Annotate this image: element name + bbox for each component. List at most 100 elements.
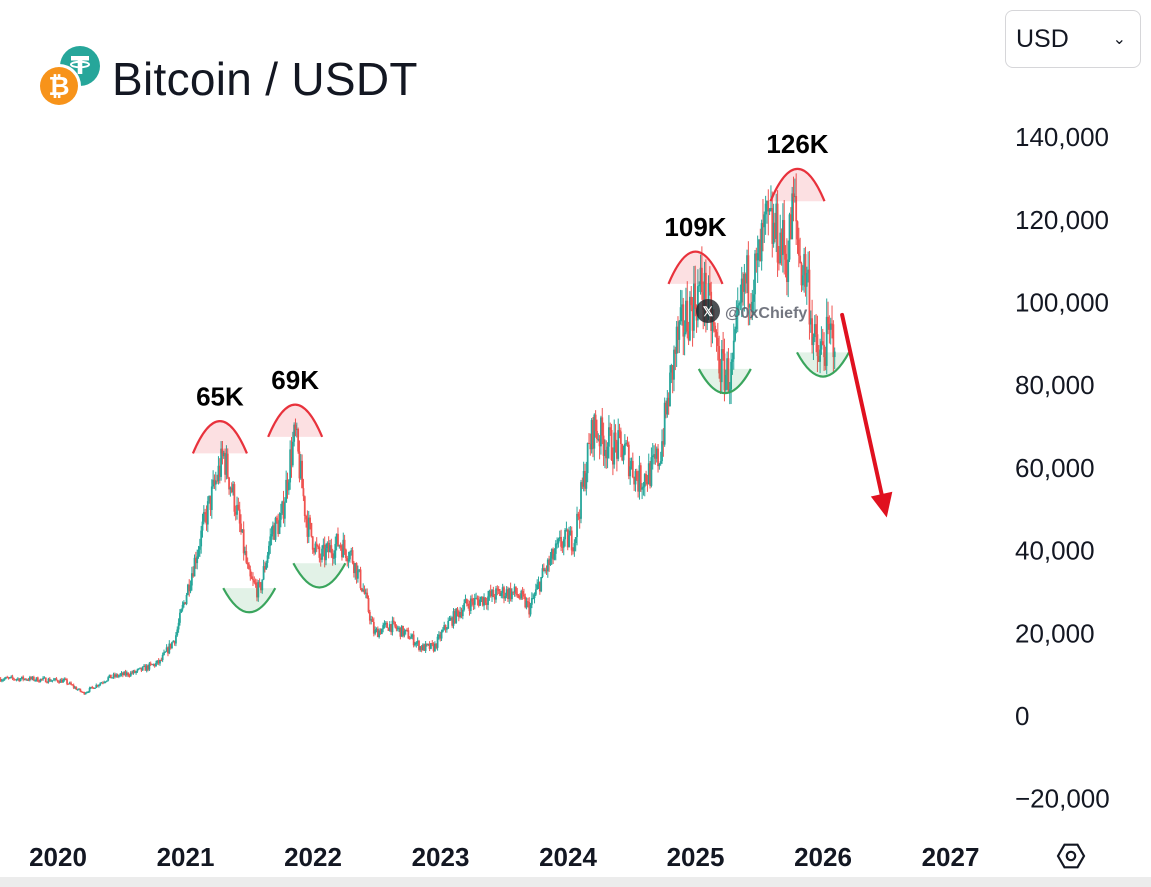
candle-body xyxy=(411,634,414,637)
candle-body xyxy=(569,530,572,536)
candle-body xyxy=(590,420,593,450)
candle-body xyxy=(151,664,153,666)
candle-body xyxy=(536,584,539,590)
candle-body xyxy=(759,239,762,262)
candle-body xyxy=(168,643,171,654)
candle-body xyxy=(704,272,707,316)
candle-body xyxy=(372,621,375,634)
candle-body xyxy=(129,672,132,676)
candle-body xyxy=(313,549,315,553)
candle-body xyxy=(271,525,274,534)
candle-body xyxy=(434,643,436,652)
currency-select[interactable]: USD ⌄ xyxy=(1005,10,1141,68)
candle-body xyxy=(699,267,702,286)
candle-body xyxy=(618,430,621,432)
candle-body xyxy=(50,680,52,682)
candle-body xyxy=(125,672,128,676)
candle-body xyxy=(298,451,301,479)
candle-body xyxy=(678,321,681,340)
candle-body xyxy=(485,602,488,605)
candle-body xyxy=(755,253,758,261)
candle-body xyxy=(351,550,354,563)
candle-body xyxy=(326,542,329,549)
candle-body xyxy=(224,452,226,475)
candle-body xyxy=(63,678,66,680)
candle-body xyxy=(651,455,654,458)
candle-body xyxy=(295,429,298,431)
candle-body xyxy=(457,611,460,618)
candle-body xyxy=(593,414,596,449)
candle-body xyxy=(754,253,756,295)
candle-body xyxy=(399,627,402,637)
candle-body xyxy=(116,674,119,677)
candle-body xyxy=(152,664,155,666)
candle-body xyxy=(751,301,754,310)
candle-body xyxy=(508,588,511,600)
svg-text:₿: ₿ xyxy=(48,71,69,101)
candle-body xyxy=(556,543,559,545)
candle-body xyxy=(392,620,395,622)
candle-body xyxy=(489,590,492,597)
candle-body xyxy=(795,196,798,222)
candle-body xyxy=(222,452,225,457)
candle-body xyxy=(813,324,816,338)
candle-body xyxy=(537,582,540,585)
settings-button[interactable] xyxy=(1056,843,1086,869)
candle-body xyxy=(740,278,743,303)
candle-body xyxy=(653,454,655,456)
candle-body xyxy=(107,677,110,681)
candle-body xyxy=(801,275,804,286)
candle-body xyxy=(524,596,527,608)
candle-body xyxy=(471,598,474,602)
candle-body xyxy=(515,586,517,594)
candle-body xyxy=(724,375,727,391)
candle-body xyxy=(609,427,612,430)
candle-body xyxy=(532,598,535,600)
candle-body xyxy=(426,643,428,645)
candle-body xyxy=(105,680,108,682)
candle-body xyxy=(723,353,726,391)
candle-body xyxy=(553,553,556,560)
candle-body xyxy=(354,563,357,574)
candle-body xyxy=(784,253,787,260)
candle-body xyxy=(718,345,721,374)
candle-body xyxy=(796,221,799,240)
candle-body xyxy=(115,674,118,677)
candle-body xyxy=(760,223,763,262)
candle-body xyxy=(27,679,30,681)
candle-body xyxy=(22,676,25,680)
candle-body xyxy=(511,591,513,600)
candle-body xyxy=(735,314,738,330)
candle-body xyxy=(788,214,791,260)
candle-body xyxy=(297,429,300,452)
peak-arc xyxy=(267,403,324,438)
trough-arc xyxy=(222,587,277,614)
candle-body xyxy=(483,597,485,606)
candle-body xyxy=(698,285,701,287)
candle-body xyxy=(266,555,269,563)
candle-body xyxy=(588,442,590,444)
candle-body xyxy=(277,521,280,534)
candle-body xyxy=(526,601,529,603)
candle-body xyxy=(832,324,835,358)
candle-body xyxy=(143,665,145,667)
candle-body xyxy=(359,569,362,589)
candle-body xyxy=(566,529,569,548)
candle-body xyxy=(120,672,123,675)
candle-body xyxy=(32,676,35,681)
candle-body xyxy=(169,643,172,649)
candle-body xyxy=(619,431,622,444)
candle-body xyxy=(407,630,410,639)
candle-body xyxy=(391,620,394,633)
candle-body xyxy=(68,682,71,684)
candle-body xyxy=(621,443,624,461)
candle-body xyxy=(163,652,165,655)
candle-body xyxy=(682,304,685,337)
candle-body xyxy=(414,644,416,646)
candle-body xyxy=(15,679,18,681)
candle-body xyxy=(406,629,408,631)
candle-body xyxy=(592,420,594,449)
candle-body xyxy=(447,620,450,629)
candle-body xyxy=(334,543,337,558)
